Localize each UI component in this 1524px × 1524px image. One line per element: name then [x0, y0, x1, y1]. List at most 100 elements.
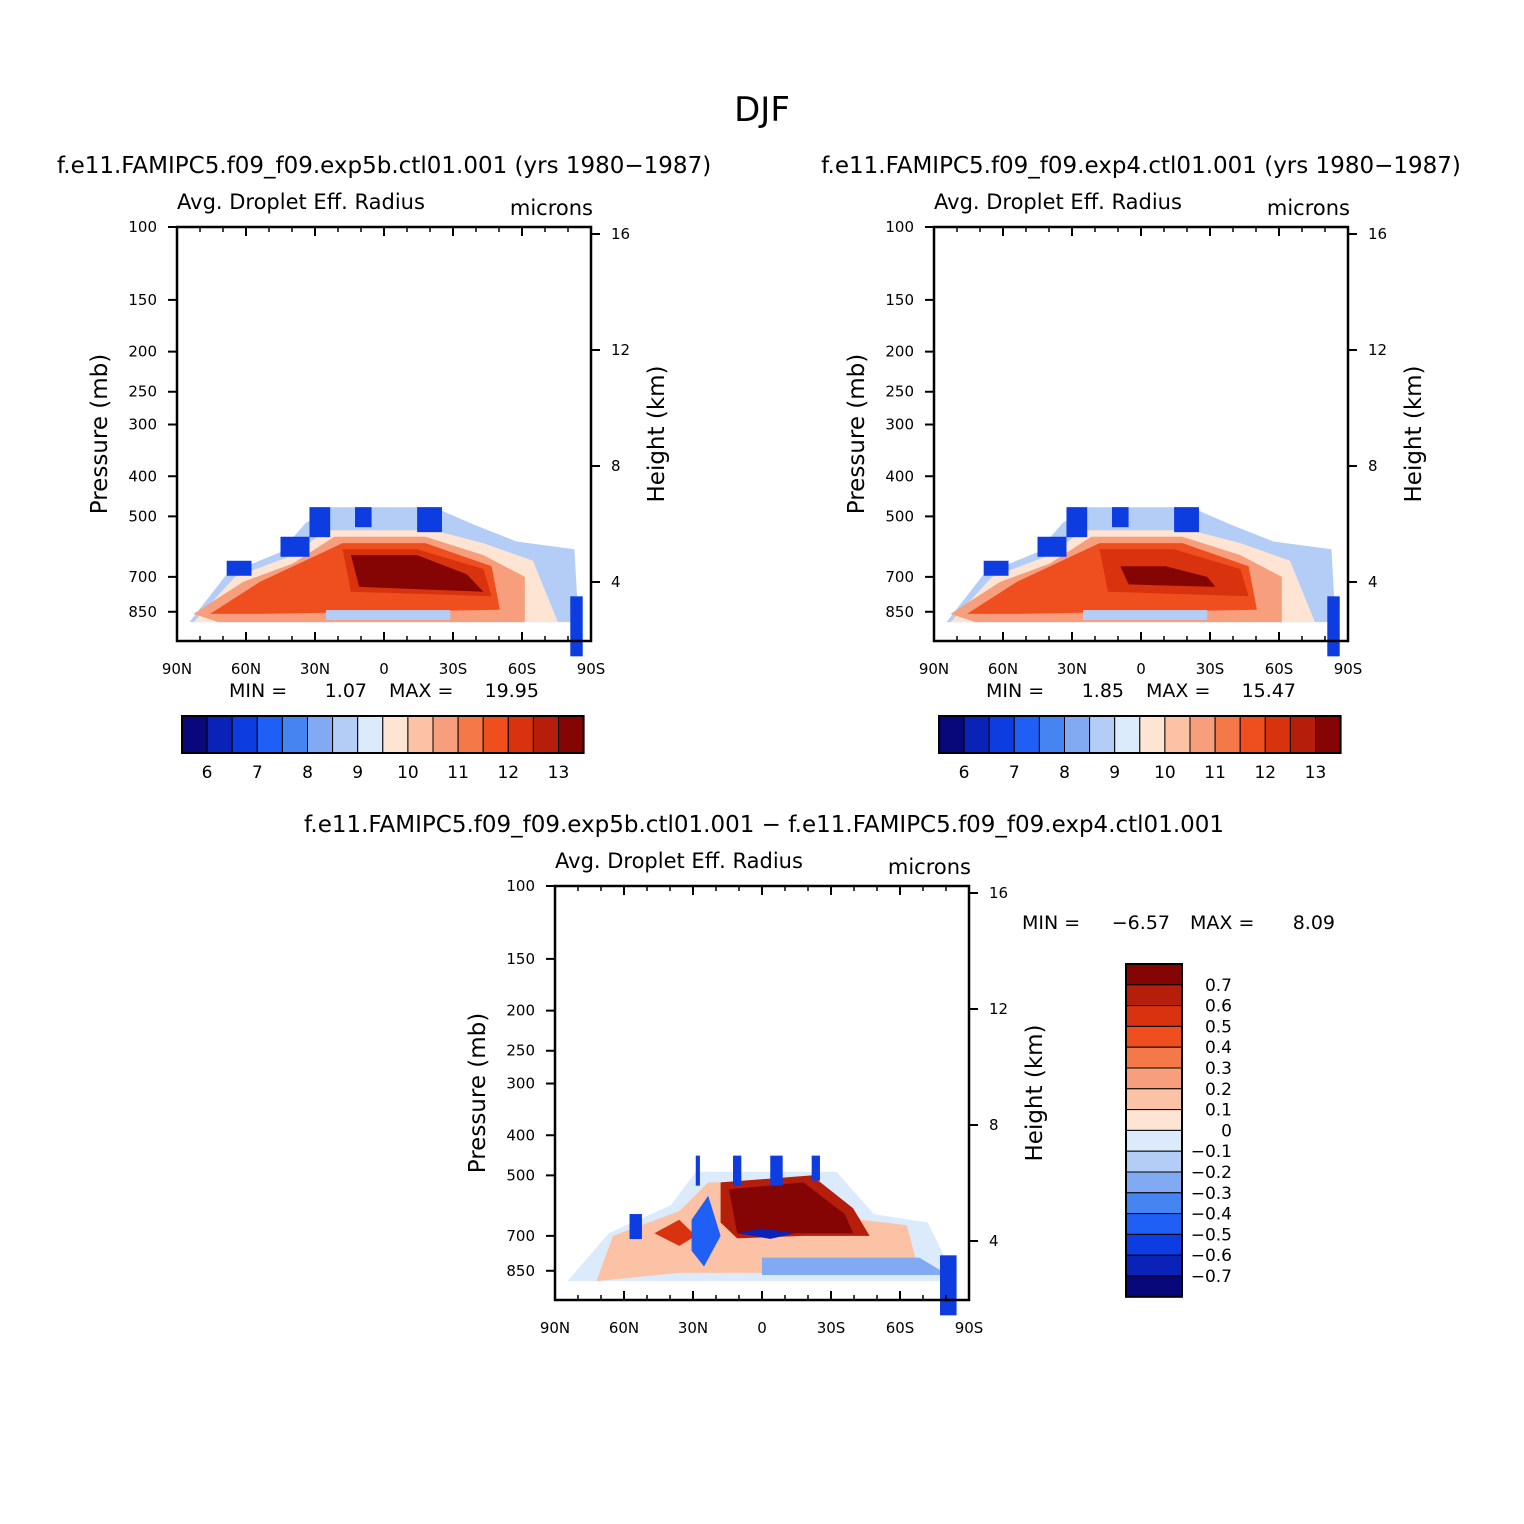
max-value: 19.95: [485, 680, 539, 702]
colorbar-label: 0: [1221, 1121, 1232, 1141]
y2-tick-label: 8: [1368, 457, 1378, 475]
colorbar-label: 0.5: [1205, 1017, 1232, 1037]
contour-band: [691, 1195, 721, 1267]
min-label: MIN =: [986, 680, 1044, 702]
x-tick-label: 90N: [919, 660, 949, 678]
contour-band: [570, 596, 583, 657]
contour-band: [940, 1255, 957, 1316]
colorbar-box: [432, 715, 459, 754]
contour-band: [1066, 507, 1088, 538]
colorbar-label: −0.1: [1191, 1142, 1232, 1162]
colorbar-box: [1013, 715, 1040, 754]
colorbar-box: [988, 715, 1015, 754]
colorbar-box: [332, 715, 359, 754]
colorbar-box: [938, 715, 965, 754]
colorbar-box: [1125, 984, 1183, 1007]
y-tick-label: 700: [128, 568, 157, 586]
colorbar-box: [1125, 1254, 1183, 1277]
y-tick-label: 250: [128, 383, 157, 401]
colorbar-label: 0.6: [1205, 997, 1232, 1017]
colorbar-frame: [938, 715, 1342, 754]
colorbar-box: [1139, 715, 1166, 754]
x-tick-label: 0: [757, 1319, 767, 1337]
x-tick-label: 0: [379, 660, 389, 678]
y-tick-label: 700: [885, 568, 914, 586]
colorbar-box: [256, 715, 283, 754]
x-tick-label: 90S: [955, 1319, 984, 1337]
contour-band: [226, 560, 252, 576]
colorbar-box: [1038, 715, 1066, 754]
max-label: MAX =: [389, 680, 453, 702]
y-tick-label: 850: [885, 603, 914, 621]
left-string: Avg. Droplet Eff. Radius: [934, 190, 1182, 214]
colorbar-label: −0.7: [1191, 1267, 1232, 1287]
contour-band: [811, 1155, 820, 1181]
y-tick-label: 150: [128, 291, 157, 309]
x-tick-label: 30N: [300, 660, 330, 678]
colorbar-label: 12: [1254, 763, 1276, 783]
y2-tick-label: 16: [1368, 225, 1387, 243]
y-axis-title: Pressure (mb): [844, 354, 870, 514]
colorbar-box: [407, 715, 434, 754]
colorbar-box: [1125, 1005, 1183, 1027]
colorbar-label: 6: [959, 763, 970, 783]
colorbar-label: 13: [548, 763, 570, 783]
x-tick-label: 90S: [577, 660, 606, 678]
y-tick-label: 300: [506, 1075, 535, 1093]
right-string: microns: [1267, 196, 1350, 220]
contour-band: [1037, 536, 1067, 557]
x-tick-label: 90N: [540, 1319, 570, 1337]
colorbar-box: [1125, 1088, 1183, 1111]
y-tick-label: 850: [128, 603, 157, 621]
x-tick-label: 60S: [508, 660, 537, 678]
y2-tick-label: 8: [611, 457, 621, 475]
y2-tick-label: 12: [1368, 341, 1387, 359]
colorbar-box: [1125, 963, 1183, 986]
panel-1: f.e11.FAMIPC5.f09_f09.exp5b.ctl01.001 (y…: [57, 153, 711, 783]
colorbar-label: 7: [1009, 763, 1020, 783]
colorbar-label: 13: [1305, 763, 1327, 783]
y-tick-label: 300: [128, 416, 157, 434]
y-tick-label: 200: [128, 343, 157, 361]
colorbar-box: [1125, 1192, 1183, 1215]
colorbar-box: [1064, 715, 1091, 754]
colorbar-label: 9: [352, 763, 363, 783]
colorbar-label: −0.2: [1191, 1163, 1232, 1183]
colorbar-label: 0.7: [1205, 976, 1232, 996]
y2-tick-label: 4: [611, 573, 621, 591]
y2-tick-label: 16: [989, 884, 1008, 902]
y2-tick-label: 4: [1368, 573, 1378, 591]
y-tick-label: 700: [506, 1227, 535, 1245]
x-tick-label: 60N: [609, 1319, 639, 1337]
y2-tick-label: 16: [611, 225, 630, 243]
left-string: Avg. Droplet Eff. Radius: [177, 190, 425, 214]
colorbar-label: −0.4: [1191, 1205, 1232, 1225]
contour-band: [629, 1214, 642, 1240]
colorbar-label: 12: [497, 763, 519, 783]
y-tick-label: 200: [506, 1002, 535, 1020]
y-tick-label: 100: [128, 218, 157, 236]
colorbar-box: [1239, 715, 1266, 754]
colorbar: 6 7 8 9 10 11 12 13: [181, 715, 585, 783]
colorbar-frame: [1125, 963, 1183, 1298]
panel-2: f.e11.FAMIPC5.f09_f09.exp4.ctl01.001 (yr…: [821, 153, 1461, 783]
y2-tick-label: 12: [989, 1000, 1008, 1018]
contour-band: [1083, 610, 1208, 621]
colorbar-label: −0.3: [1191, 1184, 1232, 1204]
min-label: MIN =: [1022, 912, 1080, 934]
panels: f.e11.FAMIPC5.f09_f09.exp5b.ctl01.001 (y…: [57, 153, 1461, 1337]
colorbar-box: [1315, 715, 1342, 754]
y-tick-label: 100: [506, 877, 535, 895]
colorbar-box: [1125, 1109, 1183, 1131]
colorbar-box: [532, 715, 560, 754]
contour-band: [728, 1182, 854, 1234]
max-value: 8.09: [1293, 912, 1335, 934]
x-tick-label: 30S: [439, 660, 468, 678]
colorbar: 0.70.60.50.40.30.20.10−0.1−0.2−0.3−0.4−0…: [1125, 963, 1232, 1298]
colorbar-box: [382, 715, 409, 754]
colorbar-box: [307, 715, 334, 754]
colorbar-box: [1125, 1046, 1183, 1069]
colorbar-box: [1125, 1275, 1183, 1298]
min-value: 1.85: [1082, 680, 1124, 702]
